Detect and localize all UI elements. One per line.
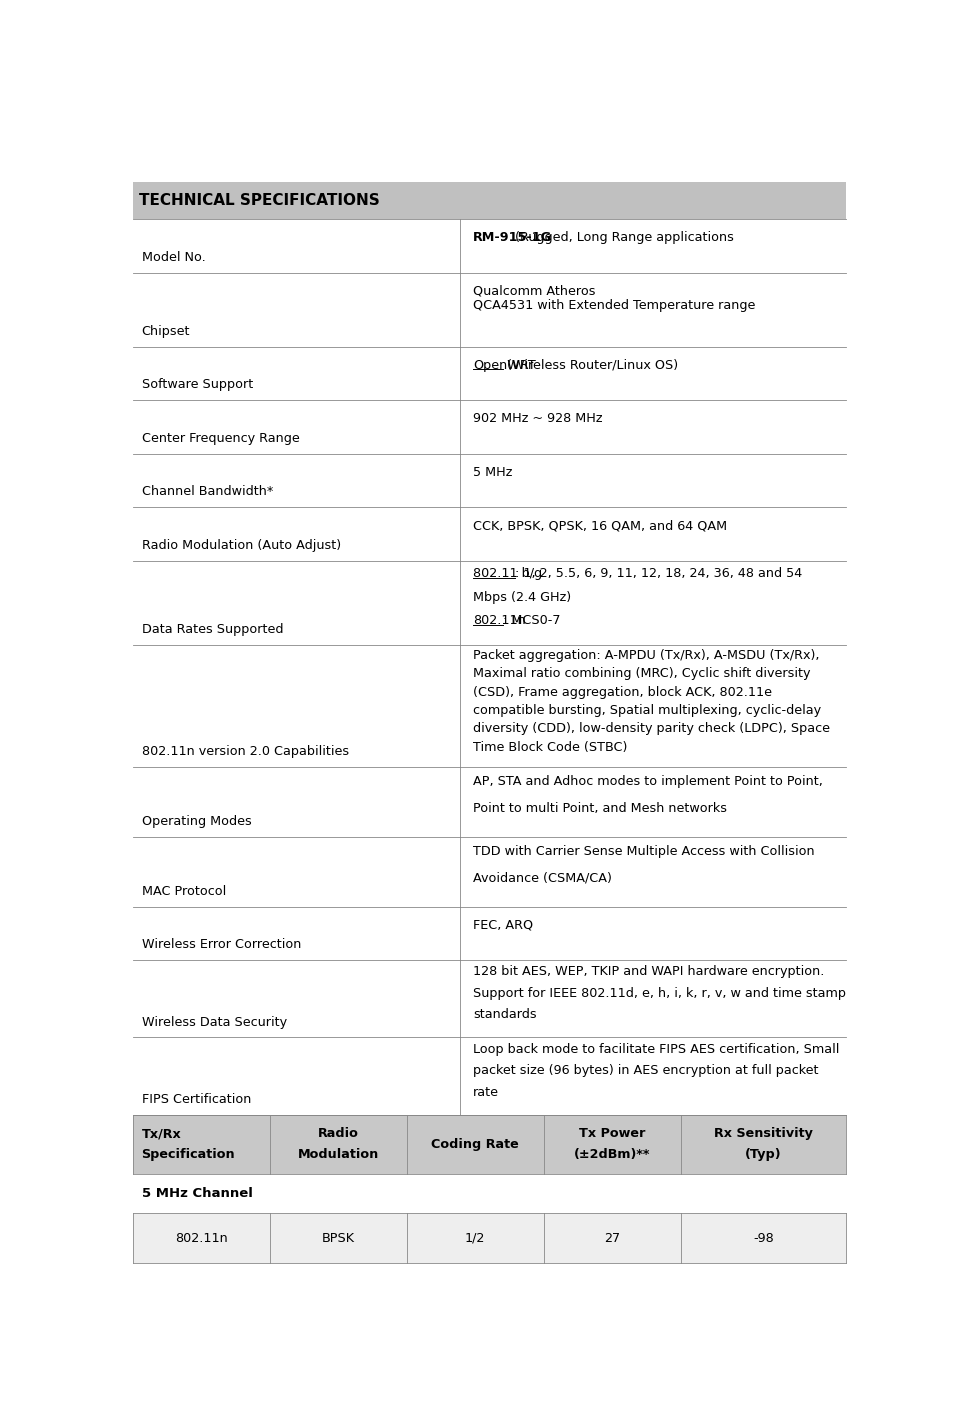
Text: Tx Power: Tx Power xyxy=(579,1127,646,1140)
Text: RM-915-1G: RM-915-1G xyxy=(473,231,552,244)
Text: Specification: Specification xyxy=(141,1149,235,1161)
Bar xyxy=(133,767,846,836)
Text: 128 bit AES, WEP, TKIP and WAPI hardware encryption.: 128 bit AES, WEP, TKIP and WAPI hardware… xyxy=(473,965,824,979)
Text: 27: 27 xyxy=(605,1231,620,1244)
Text: Packet aggregation: A-MPDU (Tx/Rx), A-MSDU (Tx/Rx),: Packet aggregation: A-MPDU (Tx/Rx), A-MS… xyxy=(473,648,819,661)
Bar xyxy=(133,507,846,561)
Text: 802.11n: 802.11n xyxy=(175,1231,227,1244)
Text: Operating Modes: Operating Modes xyxy=(141,815,251,828)
Bar xyxy=(133,836,846,906)
Text: (CSD), Frame aggregation, block ACK, 802.11e: (CSD), Frame aggregation, block ACK, 802… xyxy=(473,685,773,698)
Bar xyxy=(133,1174,846,1213)
Text: 802.11 b/g: 802.11 b/g xyxy=(473,567,542,580)
Bar xyxy=(133,400,846,453)
Text: Software Support: Software Support xyxy=(141,379,253,392)
Text: Chipset: Chipset xyxy=(141,325,190,338)
Text: Center Frequency Range: Center Frequency Range xyxy=(141,432,299,445)
Bar xyxy=(133,182,846,219)
Text: Coding Rate: Coding Rate xyxy=(432,1139,520,1151)
Text: (Wireless Router/Linux OS): (Wireless Router/Linux OS) xyxy=(502,359,678,372)
Text: FIPS Certification: FIPS Certification xyxy=(141,1093,251,1106)
Bar xyxy=(133,960,846,1037)
Text: Loop back mode to facilitate FIPS AES certification, Small: Loop back mode to facilitate FIPS AES ce… xyxy=(473,1043,839,1056)
Bar xyxy=(133,906,846,960)
Text: 902 MHz ~ 928 MHz: 902 MHz ~ 928 MHz xyxy=(473,412,603,425)
Bar xyxy=(133,219,846,272)
Text: standards: standards xyxy=(473,1009,537,1022)
Bar xyxy=(133,1213,846,1263)
Text: Mbps (2.4 GHz): Mbps (2.4 GHz) xyxy=(473,590,571,604)
Text: AP, STA and Adhoc modes to implement Point to Point,: AP, STA and Adhoc modes to implement Poi… xyxy=(473,775,823,788)
Bar xyxy=(133,453,846,507)
Text: : MCS0-7: : MCS0-7 xyxy=(502,614,561,627)
Text: TECHNICAL SPECIFICATIONS: TECHNICAL SPECIFICATIONS xyxy=(138,192,379,208)
Text: Channel Bandwidth*: Channel Bandwidth* xyxy=(141,486,273,499)
Text: packet size (96 bytes) in AES encryption at full packet: packet size (96 bytes) in AES encryption… xyxy=(473,1064,818,1077)
Text: Qualcomm Atheros
QCA4531 with Extended Temperature range: Qualcomm Atheros QCA4531 with Extended T… xyxy=(473,284,755,312)
Bar xyxy=(133,272,846,346)
Text: Radio: Radio xyxy=(318,1127,359,1140)
Text: MAC Protocol: MAC Protocol xyxy=(141,885,225,898)
Text: 5 MHz: 5 MHz xyxy=(473,466,513,479)
Bar xyxy=(133,346,846,400)
Text: Point to multi Point, and Mesh networks: Point to multi Point, and Mesh networks xyxy=(473,802,727,815)
Text: rate: rate xyxy=(473,1086,499,1099)
Text: (Typ): (Typ) xyxy=(745,1149,782,1161)
Bar xyxy=(133,1114,846,1174)
Text: (±2dBm)**: (±2dBm)** xyxy=(574,1149,650,1161)
Text: Data Rates Supported: Data Rates Supported xyxy=(141,623,283,637)
Text: CCK, BPSK, QPSK, 16 QAM, and 64 QAM: CCK, BPSK, QPSK, 16 QAM, and 64 QAM xyxy=(473,519,728,532)
Text: Modulation: Modulation xyxy=(298,1149,379,1161)
Text: 802.11n version 2.0 Capabilities: 802.11n version 2.0 Capabilities xyxy=(141,745,349,758)
Text: 802.11n: 802.11n xyxy=(473,614,526,627)
Text: -98: -98 xyxy=(753,1231,774,1244)
Bar xyxy=(133,646,846,767)
Text: Tx/Rx: Tx/Rx xyxy=(141,1127,181,1140)
Text: Rx Sensitivity: Rx Sensitivity xyxy=(714,1127,813,1140)
Text: diversity (CDD), low-density parity check (LDPC), Space: diversity (CDD), low-density parity chec… xyxy=(473,722,830,735)
Text: BPSK: BPSK xyxy=(322,1231,354,1244)
Text: (Rugged, Long Range applications: (Rugged, Long Range applications xyxy=(511,231,734,244)
Text: : 1, 2, 5.5, 6, 9, 11, 12, 18, 24, 36, 48 and 54: : 1, 2, 5.5, 6, 9, 11, 12, 18, 24, 36, 4… xyxy=(516,567,802,580)
Text: Support for IEEE 802.11d, e, h, i, k, r, v, w and time stamp: Support for IEEE 802.11d, e, h, i, k, r,… xyxy=(473,988,846,1000)
Text: OpenWRT: OpenWRT xyxy=(473,359,536,372)
Text: TDD with Carrier Sense Multiple Access with Collision: TDD with Carrier Sense Multiple Access w… xyxy=(473,845,815,858)
Text: 5 MHz Channel: 5 MHz Channel xyxy=(141,1187,252,1200)
Text: Wireless Data Security: Wireless Data Security xyxy=(141,1016,286,1029)
Bar xyxy=(133,561,846,646)
Text: Avoidance (CSMA/CA): Avoidance (CSMA/CA) xyxy=(473,872,612,885)
Text: Model No.: Model No. xyxy=(141,251,205,264)
Bar xyxy=(133,1037,846,1114)
Text: compatible bursting, Spatial multiplexing, cyclic-delay: compatible bursting, Spatial multiplexin… xyxy=(473,704,821,717)
Text: 1/2: 1/2 xyxy=(465,1231,485,1244)
Text: Maximal ratio combining (MRC), Cyclic shift diversity: Maximal ratio combining (MRC), Cyclic sh… xyxy=(473,667,811,680)
Text: Wireless Error Correction: Wireless Error Correction xyxy=(141,939,301,952)
Text: Time Block Code (STBC): Time Block Code (STBC) xyxy=(473,741,627,754)
Text: Radio Modulation (Auto Adjust): Radio Modulation (Auto Adjust) xyxy=(141,539,341,551)
Text: FEC, ARQ: FEC, ARQ xyxy=(473,919,533,932)
